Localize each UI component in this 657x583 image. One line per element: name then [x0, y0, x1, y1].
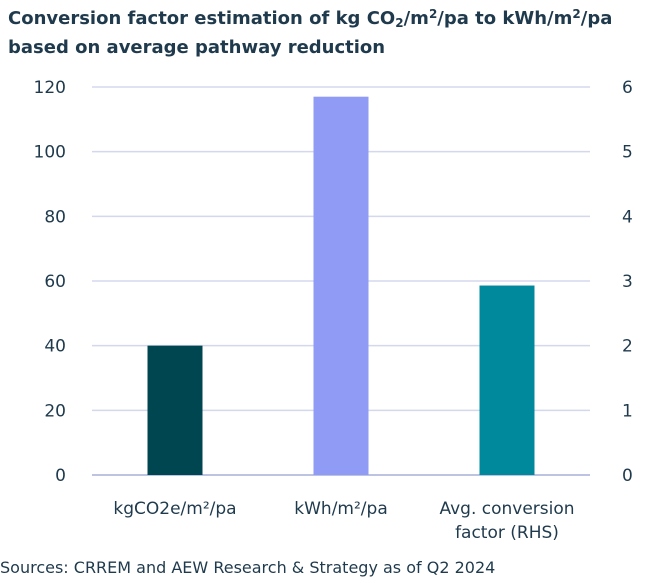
x-tick-label: factor (RHS) [455, 523, 559, 543]
y-tick-label-right: 0 [622, 466, 633, 486]
source-note: Sources: CRREM and AEW Research & Strate… [0, 558, 496, 577]
title-subscript: 2 [395, 16, 404, 30]
y-tick-label-left: 40 [44, 337, 66, 357]
y-tick-label-left: 80 [44, 207, 66, 227]
y-tick-label-left: 0 [55, 466, 66, 486]
y-tick-label-right: 2 [622, 337, 633, 357]
y-tick-label-left: 20 [44, 401, 66, 421]
y-tick-label-left: 60 [44, 272, 66, 292]
title-part2: /m [403, 8, 429, 29]
y-tick-label-right: 6 [622, 78, 633, 98]
y-tick-label-right: 1 [622, 401, 633, 421]
bar [313, 96, 369, 475]
bar [479, 285, 535, 475]
x-tick-label: kgCO2e/m²/pa [113, 499, 236, 519]
chart-title: Conversion factor estimation of kg CO2/m… [8, 4, 648, 62]
bar-chart: 0 20 40 60 80 100 120 0 1 2 3 4 5 6 kgCO2e/m²/pa kWh/m²… [34, 78, 633, 543]
bar [147, 345, 203, 475]
title-superscript-1: 2 [428, 7, 438, 21]
y-tick-label-left: 100 [34, 143, 66, 163]
y-tick-label-left: 120 [34, 78, 66, 98]
title-part4: /pa based on average pathway reduction [8, 8, 613, 58]
x-tick-label: kWh/m²/pa [294, 499, 387, 519]
title-part1: Conversion factor estimation of kg CO [8, 8, 396, 29]
x-tick-label: Avg. conversion [439, 499, 574, 519]
title-superscript-2: 2 [572, 7, 581, 21]
y-tick-label-right: 4 [622, 207, 633, 227]
title-part3: /pa to kWh/m [437, 8, 573, 29]
y-tick-label-right: 3 [622, 272, 633, 292]
y-tick-label-right: 5 [622, 143, 633, 163]
